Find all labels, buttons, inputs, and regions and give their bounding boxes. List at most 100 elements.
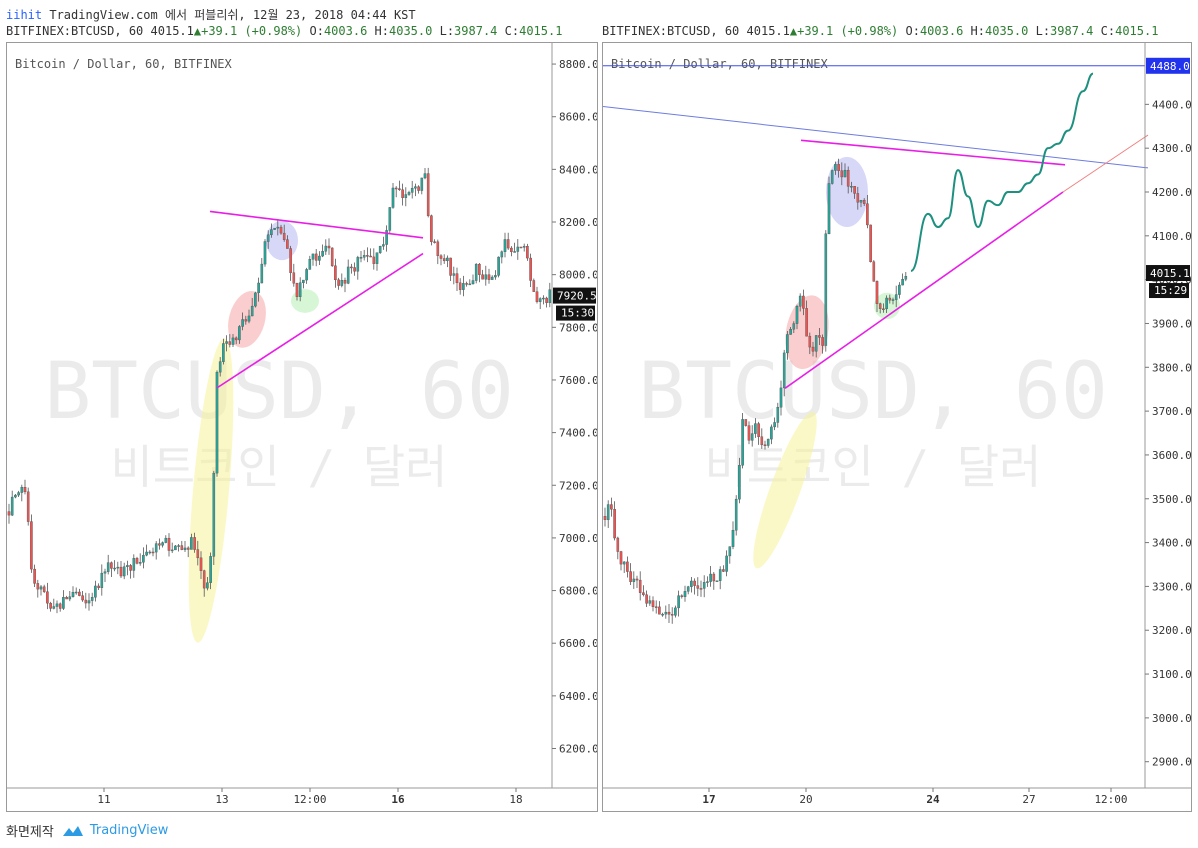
descending-trendline[interactable] [602, 106, 1149, 169]
candle-body [343, 280, 347, 284]
price-tick-label: 3200.0 [1152, 624, 1191, 637]
l-label: L: [439, 24, 455, 38]
candle-body [526, 246, 529, 259]
candle-body [449, 257, 452, 276]
capture-label: 화면제작 [6, 825, 54, 840]
candle-body [808, 335, 812, 348]
last-price-text: 4015.1 [1150, 267, 1190, 280]
highlight-ellipse[interactable] [826, 156, 868, 228]
candle-body [542, 297, 545, 300]
candle-body [177, 545, 180, 547]
last-price-badge [553, 287, 596, 304]
candle-body [712, 573, 716, 582]
candle-body [161, 542, 164, 546]
candle-body [616, 537, 620, 552]
candle-body [84, 599, 88, 604]
candle-body [247, 315, 251, 322]
candle-body [94, 585, 97, 598]
resistance-trendline[interactable] [800, 139, 1066, 166]
hline-price-badge [1146, 57, 1190, 74]
username-link[interactable]: iihit [6, 8, 43, 22]
candle-body [231, 337, 235, 345]
highlight-ellipse[interactable] [266, 220, 298, 261]
highlight-ellipse[interactable] [291, 289, 319, 313]
candle-body [266, 234, 270, 242]
candle-body [33, 568, 36, 584]
candle-body [55, 603, 59, 607]
candle-body [651, 600, 655, 607]
candle-body [632, 578, 636, 582]
up-triangle-icon: ▲ [789, 24, 798, 38]
candle-body [372, 256, 376, 264]
candle-body [138, 562, 142, 564]
candle-body [276, 226, 280, 229]
candle-body [180, 545, 184, 550]
candle-body [532, 280, 536, 292]
candle-body [353, 267, 356, 272]
candle-body [170, 549, 174, 552]
candle-body [792, 323, 796, 330]
projection-path[interactable] [910, 72, 1094, 272]
candle-body [814, 335, 818, 352]
candle-body [404, 194, 408, 198]
candle-body [196, 549, 200, 559]
support-extension-line[interactable] [1062, 134, 1149, 193]
support-trendline[interactable] [784, 191, 1064, 389]
candle-body [658, 606, 661, 615]
price-tick-label: 3100.0 [1152, 668, 1191, 681]
candle-body [433, 241, 436, 243]
candle-body [167, 537, 171, 551]
candle-body [834, 164, 837, 171]
candle-body [830, 170, 834, 184]
symbol-label[interactable]: BITFINEX:BTCUSD, 60 [6, 24, 144, 38]
candle-body [654, 606, 658, 608]
chart-title: Bitcoin / Dollar, 60, BITFINEX [611, 57, 829, 71]
candle-body [273, 227, 276, 230]
price-tick-label: 3000.0 [1152, 712, 1191, 725]
candle-body [837, 164, 840, 171]
candle-body [728, 546, 732, 557]
candle-body [71, 592, 75, 597]
candle-body [318, 255, 321, 261]
candle-body [786, 334, 789, 354]
candle-body [458, 282, 462, 290]
brand-link[interactable]: TradingView [89, 823, 169, 838]
candle-body [119, 566, 123, 577]
candle-body [202, 570, 206, 589]
symbol-label[interactable]: BITFINEX:BTCUSD, 60 [602, 24, 740, 38]
candle-body [805, 308, 808, 337]
candle-body [116, 566, 120, 569]
candle-body [206, 582, 209, 589]
candle-body [398, 188, 401, 190]
candle-body [741, 419, 744, 466]
candle-body [417, 186, 420, 191]
candle-body [766, 438, 770, 446]
support-trendline[interactable] [216, 252, 424, 389]
candle-body [446, 257, 449, 262]
candle-body [122, 566, 126, 577]
resistance-trendline[interactable] [209, 210, 424, 239]
candle-body [10, 496, 14, 516]
candle-body [516, 246, 520, 252]
candle-body [478, 263, 481, 275]
candle-body [725, 555, 728, 572]
candle-body [420, 177, 424, 191]
candle-body [350, 266, 353, 269]
candle-body [782, 352, 786, 389]
candle-body [324, 245, 328, 252]
candle-body [359, 257, 363, 259]
candle-body [183, 547, 187, 550]
highlight-ellipse[interactable] [742, 407, 827, 574]
candle-body [635, 578, 639, 581]
time-tick-label: 12:00 [293, 793, 326, 806]
chart-panel-left[interactable]: BTCUSD, 60 비트코인 / 달러 Bitcoin / Dollar, 60,… [6, 42, 599, 812]
candle-body [282, 232, 286, 240]
l-label: L: [1035, 24, 1051, 38]
candle-body [763, 444, 767, 447]
candle-body [250, 305, 254, 317]
chart-panel-right[interactable]: BTCUSD, 60 비트코인 / 달러 Bitcoin / Dollar, 60,… [602, 42, 1192, 812]
candle-body [776, 407, 780, 423]
watermark-description: 비트코인 / 달러 [704, 440, 1041, 494]
